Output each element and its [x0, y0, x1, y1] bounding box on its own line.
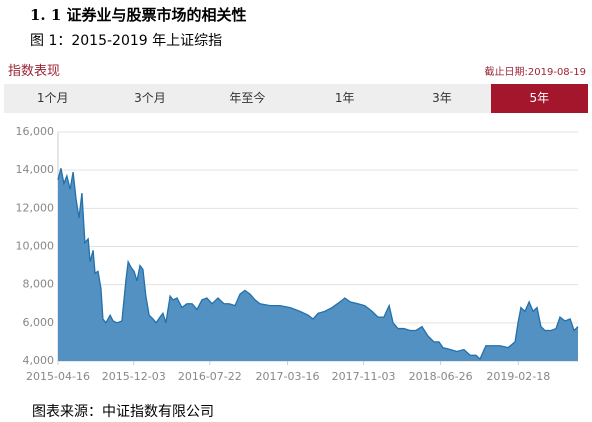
y-tick-label: 10,000: [16, 240, 55, 253]
range-tab[interactable]: 3个月: [134, 91, 166, 105]
chart: 4,000 6,000 8,000 10,000 12,000 14,000 16,000 2…: [16, 125, 579, 383]
x-tick-label: 2017-03-16: [256, 370, 320, 383]
y-tick-label: 16,000: [16, 125, 55, 138]
x-tick-label: 2016-07-22: [178, 370, 242, 383]
y-tick-label: 4,000: [23, 354, 55, 367]
panel-title: 指数表现: [8, 64, 61, 79]
area: [58, 168, 578, 361]
x-tick-label: 2019-02-18: [486, 370, 550, 383]
range-tab[interactable]: 3年: [432, 91, 452, 105]
x-tick-label: 2017-11-03: [332, 370, 396, 383]
y-tick-label: 14,000: [16, 163, 55, 176]
x-tick-label: 2015-04-16: [26, 370, 90, 383]
as-of-date: 截止日期:2019-08-19: [484, 67, 586, 78]
range-tab[interactable]: 5年: [490, 84, 588, 113]
y-tick-label: 8,000: [23, 278, 55, 291]
range-tab[interactable]: 1个月: [36, 91, 69, 105]
x-tick-label: 2015-12-03: [102, 370, 166, 383]
y-tick-label: 6,000: [23, 316, 55, 329]
line: [57, 168, 579, 361]
figure-caption: 图 1：2015-2019 年上证综指: [30, 33, 223, 49]
range-tabs: 1个月 3个月 年至今 1年 3年 5年: [4, 84, 588, 113]
range-tab[interactable]: 1年: [334, 91, 355, 105]
x-tick-label: 2018-06-26: [409, 370, 473, 383]
y-tick-label: 12,000: [16, 201, 55, 214]
source: 图表来源：中证指数有限公司: [32, 404, 214, 420]
heading: 1. 1 证券业与股票市场的相关性: [30, 6, 247, 24]
range-tab[interactable]: 年至今: [229, 91, 266, 105]
